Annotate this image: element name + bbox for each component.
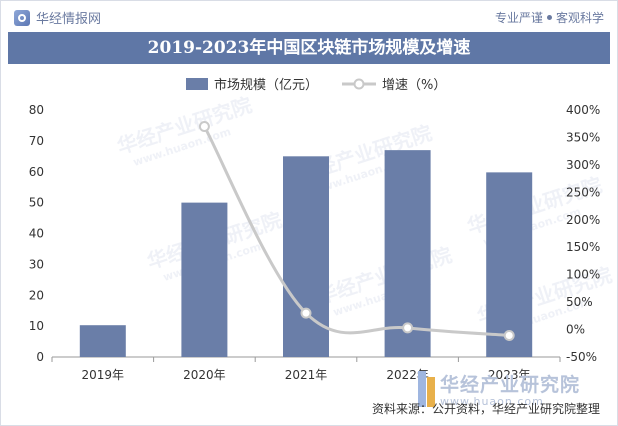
footer-logo-icon: [418, 371, 436, 407]
x-tick-label: 2019年: [82, 368, 125, 382]
y-right-tick-label: 100%: [566, 268, 600, 282]
x-tick-label: 2021年: [285, 368, 328, 382]
y-right-tick-label: 0%: [566, 323, 585, 337]
y-right-tick-label: 300%: [566, 158, 600, 172]
y-right-tick-label: 150%: [566, 240, 600, 254]
y-left-tick-label: 20: [29, 288, 44, 302]
growth-rate-point: [198, 120, 210, 132]
growth-rate-point: [503, 329, 515, 341]
y-right-tick-label: 350%: [566, 130, 600, 144]
y-left-tick-label: 50: [29, 196, 44, 210]
y-left-tick-label: 60: [29, 165, 44, 179]
footer-brand-en: www.huaon.com: [440, 395, 544, 408]
tagline-left: 专业严谨: [494, 11, 543, 25]
growth-rate-line: [203, 125, 510, 337]
top-bar: 华经情报网 专业严谨 客观科学: [0, 0, 616, 32]
y-right-tick-label: 200%: [566, 213, 600, 227]
y-right-tick-label: 400%: [566, 103, 600, 117]
footer-watermark-logo: 华经产业研究院 www.huaon.com: [418, 370, 580, 408]
y-left-tick-label: 70: [29, 134, 44, 148]
brand-logo[interactable]: 华经情报网: [14, 8, 101, 27]
legend-bar-label: 市场规模（亿元）: [214, 77, 318, 93]
bar-market-size: [181, 202, 228, 357]
footer-brand: 华经产业研究院 www.huaon.com: [440, 370, 580, 408]
y-left-tick-label: 10: [29, 319, 44, 333]
y-right-tick-label: -50%: [566, 350, 597, 364]
y-left-tick-label: 40: [29, 227, 44, 241]
y-left-tick-label: 30: [29, 257, 44, 271]
x-tick-label: 2023年: [488, 368, 531, 382]
chart-title: 2019-2023年中国区块链市场规模及增速: [8, 32, 610, 64]
brand-icon: [14, 9, 30, 26]
tagline-right: 客观科学: [555, 11, 604, 25]
bullet-dot-icon: [546, 15, 552, 20]
y-left-tick-label: 80: [29, 103, 44, 117]
legend-line-marker: [353, 78, 365, 90]
growth-rate-point: [402, 322, 414, 334]
bar-market-size: [486, 172, 533, 357]
y-right-tick-label: 250%: [566, 185, 600, 199]
legend-line-label: 增速（%）: [382, 78, 446, 93]
bar-market-size: [79, 325, 126, 357]
y-left-tick-label: 0: [36, 350, 44, 364]
growth-rate-point: [300, 307, 312, 319]
source-note: 资料来源：公开资料，华经产业研究院整理: [371, 402, 600, 416]
footer-brand-cn: 华经产业研究院: [440, 374, 581, 396]
tagline: 专业严谨 客观科学: [495, 9, 604, 26]
brand-name: 华经情报网: [36, 12, 102, 27]
x-tick-label: 2020年: [183, 368, 226, 382]
y-right-tick-label: 50%: [566, 295, 593, 309]
legend-bar-swatch: [186, 78, 208, 90]
